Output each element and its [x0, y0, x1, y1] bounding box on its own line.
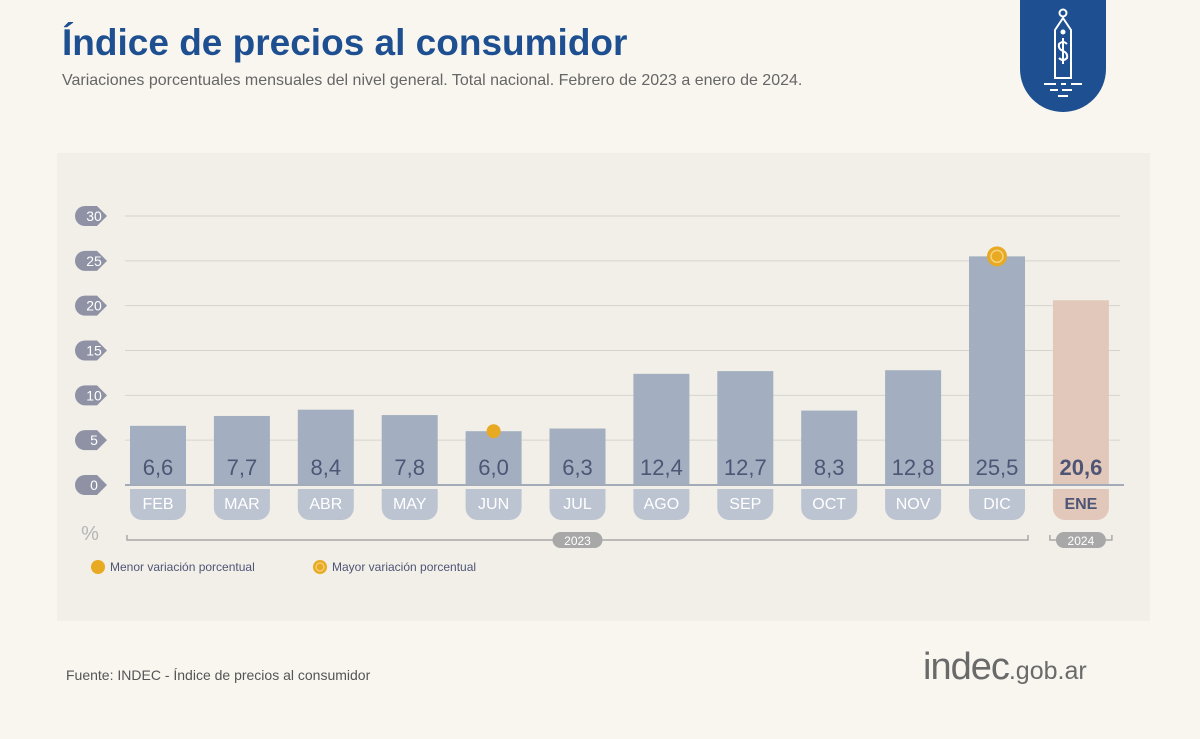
y-tick-badge — [75, 250, 107, 271]
x-tick-label: AGO — [644, 496, 680, 513]
bar-nov — [885, 370, 942, 485]
source-note: Fuente: INDEC - Índice de precios al con… — [66, 667, 371, 683]
bar-jul — [549, 428, 606, 485]
y-tick-badge — [75, 340, 107, 361]
bar-abr — [297, 409, 354, 485]
month-tab — [465, 489, 522, 520]
bar-ago — [633, 373, 690, 485]
max-marker — [987, 246, 1007, 267]
bar-sep — [717, 371, 774, 485]
legend-max-icon — [313, 560, 327, 574]
page-subtitle: Variaciones porcentuales mensuales del n… — [62, 72, 803, 89]
y-tick-label: 0 — [90, 477, 98, 493]
x-tick-label: ENE — [1064, 496, 1097, 513]
min-marker — [486, 424, 501, 439]
value-label: 7,8 — [394, 455, 425, 480]
value-label: 6,0 — [478, 455, 509, 480]
bar-dic — [969, 256, 1025, 485]
bar-ene — [1052, 300, 1109, 485]
value-label: 8,3 — [814, 455, 845, 480]
bar-mar — [213, 415, 270, 485]
y-tick-badge — [75, 430, 107, 451]
x-tick-label: OCT — [812, 496, 846, 513]
month-tab — [1052, 489, 1109, 520]
value-label: 6,3 — [562, 455, 593, 480]
bar-chart: 0 5 10 15 20 25 30 6,6 FEB 7,7 MAR 8,4 ABR 7,8 MAY 6,0 J… — [75, 206, 1124, 574]
month-tab — [213, 489, 270, 520]
month-tab — [549, 489, 606, 520]
indec-logo[interactable]: indec.gob.ar — [923, 646, 1087, 689]
logo-domain: .gob.ar — [1008, 657, 1087, 685]
logo-main: indec — [923, 646, 1010, 688]
y-tick-label: 15 — [86, 343, 102, 359]
month-tab — [801, 489, 858, 520]
year-badge — [552, 532, 603, 548]
bar-jun — [465, 431, 522, 485]
year-badge — [1055, 532, 1106, 548]
y-tick-label: 30 — [86, 208, 102, 224]
y-tick-badge — [75, 206, 107, 226]
legend-max-label: Mayor variación porcentual — [332, 560, 476, 574]
x-tick-label: FEB — [142, 496, 173, 513]
bar-oct — [801, 410, 858, 485]
value-label: 6,6 — [143, 455, 174, 480]
month-tab — [633, 489, 690, 520]
legend-min-icon — [91, 560, 105, 574]
month-tab — [130, 489, 186, 520]
bar-may — [381, 415, 438, 485]
value-label: 7,7 — [227, 455, 258, 480]
legend-min-label: Menor variación porcentual — [110, 560, 255, 574]
bar-feb — [130, 425, 186, 485]
value-label: 8,4 — [311, 455, 342, 480]
y-tick-badge — [75, 295, 107, 316]
y-tick-badge — [75, 385, 107, 406]
month-tab — [717, 489, 774, 520]
value-label: 25,5 — [976, 455, 1019, 480]
y-tick-badge — [75, 475, 107, 495]
y-tick-label: 20 — [86, 298, 102, 314]
x-tick-label: JUL — [563, 496, 592, 513]
month-tab — [297, 489, 354, 520]
x-tick-label: MAY — [393, 496, 427, 513]
chart-panel: 0 5 10 15 20 25 30 6,6 FEB 7,7 MAR 8,4 ABR 7,8 MAY 6,0 J… — [57, 153, 1150, 621]
month-tab — [885, 489, 942, 520]
x-tick-label: JUN — [478, 496, 509, 513]
legend-max-icon-ring — [315, 562, 325, 572]
max-marker-ring — [990, 249, 1004, 264]
year-label: 2024 — [1068, 534, 1095, 548]
month-tab — [969, 489, 1025, 520]
x-tick-label: SEP — [729, 496, 761, 513]
x-tick-label: ABR — [309, 496, 342, 513]
x-tick-label: NOV — [896, 496, 931, 513]
value-label: 20,6 — [1059, 455, 1102, 480]
value-label: 12,7 — [724, 455, 767, 480]
year-label: 2023 — [564, 534, 591, 548]
y-unit-label: % — [81, 523, 99, 545]
x-tick-label: DIC — [983, 496, 1011, 513]
page-title: Índice de precios al consumidor — [62, 22, 628, 63]
price-tag-dollar-icon — [1020, 0, 1106, 112]
x-tick-label: MAR — [224, 496, 260, 513]
y-tick-label: 5 — [90, 432, 98, 448]
value-label: 12,4 — [640, 455, 683, 480]
y-tick-label: 25 — [86, 253, 102, 269]
y-tick-label: 10 — [86, 387, 102, 403]
value-label: 12,8 — [892, 455, 935, 480]
month-tab — [381, 489, 438, 520]
